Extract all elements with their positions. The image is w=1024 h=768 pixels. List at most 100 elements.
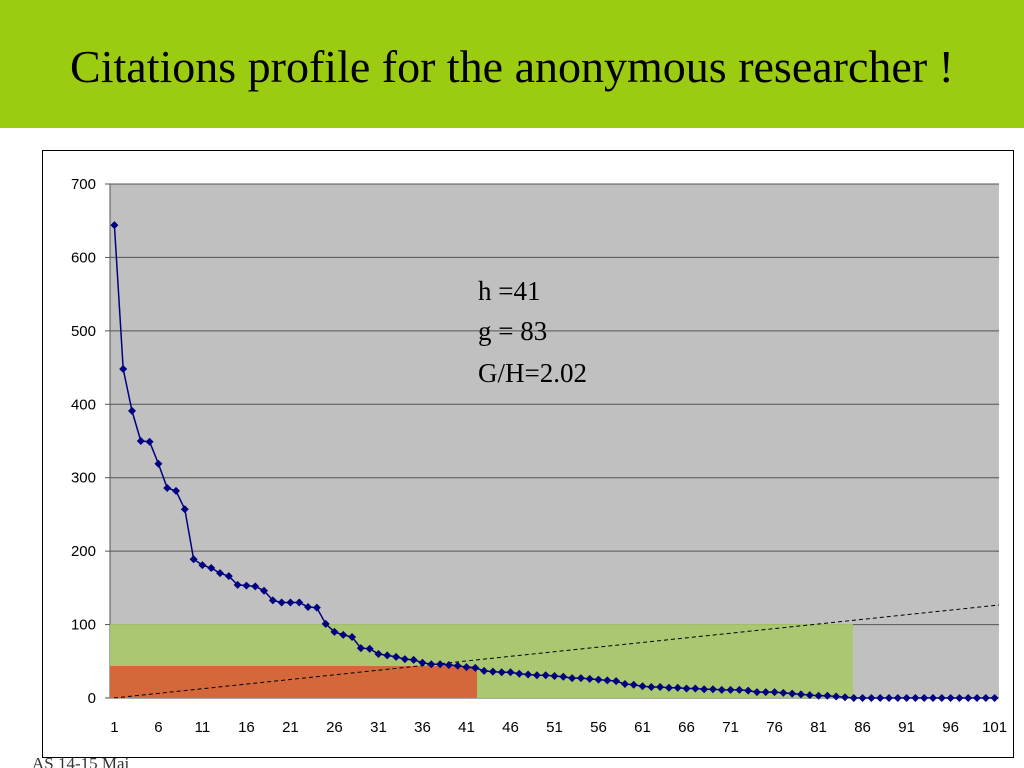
point xyxy=(559,672,568,681)
point xyxy=(761,688,770,697)
point xyxy=(163,483,172,492)
point xyxy=(110,221,119,230)
x-tick-label: 1 xyxy=(110,719,118,736)
point xyxy=(524,670,533,679)
point xyxy=(717,685,726,694)
point xyxy=(893,694,902,702)
point xyxy=(515,669,524,678)
point xyxy=(488,667,497,676)
point xyxy=(691,684,700,693)
x-tick-label: 36 xyxy=(414,719,431,736)
x-tick-label: 101 xyxy=(982,719,1007,736)
point xyxy=(418,658,427,667)
point xyxy=(682,684,691,693)
series xyxy=(110,221,999,702)
point xyxy=(154,459,163,468)
point xyxy=(321,619,330,628)
footer: AS 14-15 Mai xyxy=(32,754,130,768)
point xyxy=(145,437,154,446)
point xyxy=(374,649,383,658)
point xyxy=(189,555,198,564)
point xyxy=(506,668,515,677)
point xyxy=(972,694,981,702)
point xyxy=(849,694,858,702)
point xyxy=(638,682,647,691)
point xyxy=(911,694,920,702)
point xyxy=(788,689,797,698)
point xyxy=(568,674,577,683)
point xyxy=(365,644,374,653)
x-tick-label: 91 xyxy=(898,719,915,736)
point xyxy=(541,671,550,680)
x-tick-label: 76 xyxy=(766,719,783,736)
point xyxy=(744,686,753,695)
y-tick-label: 400 xyxy=(71,396,96,413)
point xyxy=(207,564,216,573)
point xyxy=(295,598,304,607)
point xyxy=(224,572,233,581)
x-tick-label: 41 xyxy=(458,719,475,736)
point xyxy=(233,580,242,589)
point xyxy=(400,655,409,664)
point xyxy=(594,675,603,684)
point xyxy=(251,582,260,591)
x-tick-label: 46 xyxy=(502,719,519,736)
point xyxy=(462,663,471,672)
point xyxy=(444,660,453,669)
point xyxy=(286,598,295,607)
point xyxy=(955,694,964,702)
point xyxy=(779,688,788,697)
point xyxy=(902,694,911,702)
point xyxy=(840,693,849,702)
point xyxy=(532,671,541,680)
point xyxy=(330,627,339,636)
point xyxy=(981,694,990,702)
point xyxy=(180,505,189,514)
x-tick-label: 56 xyxy=(590,719,607,736)
point xyxy=(603,676,612,685)
point xyxy=(876,694,885,702)
point xyxy=(268,596,277,605)
point xyxy=(928,694,937,702)
point xyxy=(629,680,638,689)
point xyxy=(480,666,489,675)
point xyxy=(409,655,418,664)
point xyxy=(576,674,585,683)
point xyxy=(726,685,735,694)
point xyxy=(497,668,506,677)
point xyxy=(471,663,480,672)
point xyxy=(964,694,973,702)
point xyxy=(128,406,137,415)
y-tick-label: 100 xyxy=(71,617,96,634)
point xyxy=(260,586,269,595)
point xyxy=(805,691,814,700)
point xyxy=(136,437,145,445)
x-tick-label: 51 xyxy=(546,719,563,736)
point xyxy=(356,644,365,653)
x-tick-label: 26 xyxy=(326,719,343,736)
x-tick-label: 16 xyxy=(238,719,255,736)
x-tick-label: 6 xyxy=(154,719,162,736)
x-tick-label: 61 xyxy=(634,719,651,736)
point xyxy=(550,671,559,680)
h-square xyxy=(110,666,477,698)
annotation: G/H=2.02 xyxy=(478,358,587,388)
x-tick-label: 11 xyxy=(195,719,211,736)
point xyxy=(339,630,348,639)
point xyxy=(119,365,128,374)
point xyxy=(453,661,462,670)
slide-title: Citations profile for the anonymous rese… xyxy=(70,41,954,92)
point xyxy=(585,674,594,683)
y-tick-label: 300 xyxy=(71,470,96,487)
x-tick-label: 81 xyxy=(810,719,827,736)
point xyxy=(858,694,867,702)
point xyxy=(946,694,955,702)
point xyxy=(664,683,673,692)
header-band xyxy=(0,0,1024,128)
point xyxy=(832,692,841,701)
point xyxy=(427,660,436,669)
x-tick-label: 31 xyxy=(370,719,387,736)
point xyxy=(242,581,251,590)
